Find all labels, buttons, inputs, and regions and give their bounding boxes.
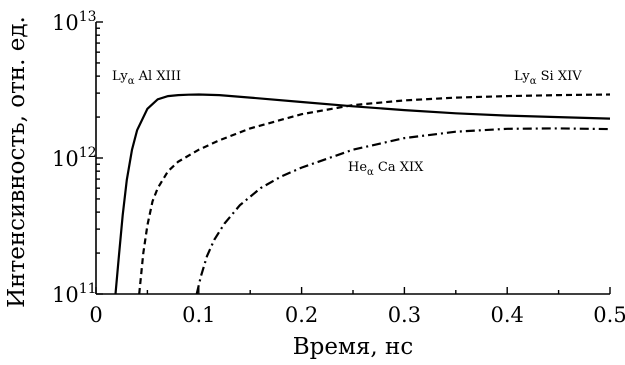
x-tick-label: 0.5 [593, 303, 625, 327]
y-axis-title: Интенсивность, отн. ед. [4, 16, 30, 308]
x-tick-label: 0.2 [285, 303, 318, 327]
series-label-subscript: α [367, 167, 374, 178]
chart-series [114, 93, 611, 295]
x-tick-label: 0.3 [388, 303, 421, 327]
series-label: Heα Ca XIX [348, 160, 424, 178]
series-line-solid [114, 93, 611, 295]
y-tick-label: 1013 [52, 9, 97, 35]
series-label-element: Ly [112, 69, 128, 84]
y-tick-exponent: 11 [79, 281, 97, 297]
x-tick-label: 0.4 [490, 303, 523, 327]
x-tick-label: 0 [89, 303, 102, 327]
series-label: Lyα Si XIV [514, 69, 582, 87]
y-tick-exponent: 13 [79, 9, 97, 25]
series-label-subscript: α [530, 76, 537, 87]
series-label-element: He [348, 160, 367, 175]
y-tick-exponent: 12 [79, 145, 97, 161]
series-line-dashdot [195, 127, 611, 295]
x-tick-label: 0.1 [182, 303, 215, 327]
y-tick-label: 1011 [52, 281, 97, 307]
series-label: Lyα Al XIII [112, 69, 181, 87]
y-tick-base: 10 [52, 147, 79, 171]
series-label-ion: Si XIV [537, 69, 583, 84]
y-tick-label: 1012 [52, 145, 97, 171]
series-label-ion: Al XIII [135, 69, 181, 84]
chart-axes [95, 22, 610, 295]
y-tick-base: 10 [52, 11, 79, 35]
series-line-dashed [138, 93, 611, 295]
y-tick-base: 10 [52, 283, 79, 307]
x-axis-title: Время, нс [293, 334, 413, 360]
series-label-subscript: α [128, 76, 135, 87]
series-label-ion: Ca XIX [374, 160, 424, 175]
series-label-element: Ly [514, 69, 530, 84]
